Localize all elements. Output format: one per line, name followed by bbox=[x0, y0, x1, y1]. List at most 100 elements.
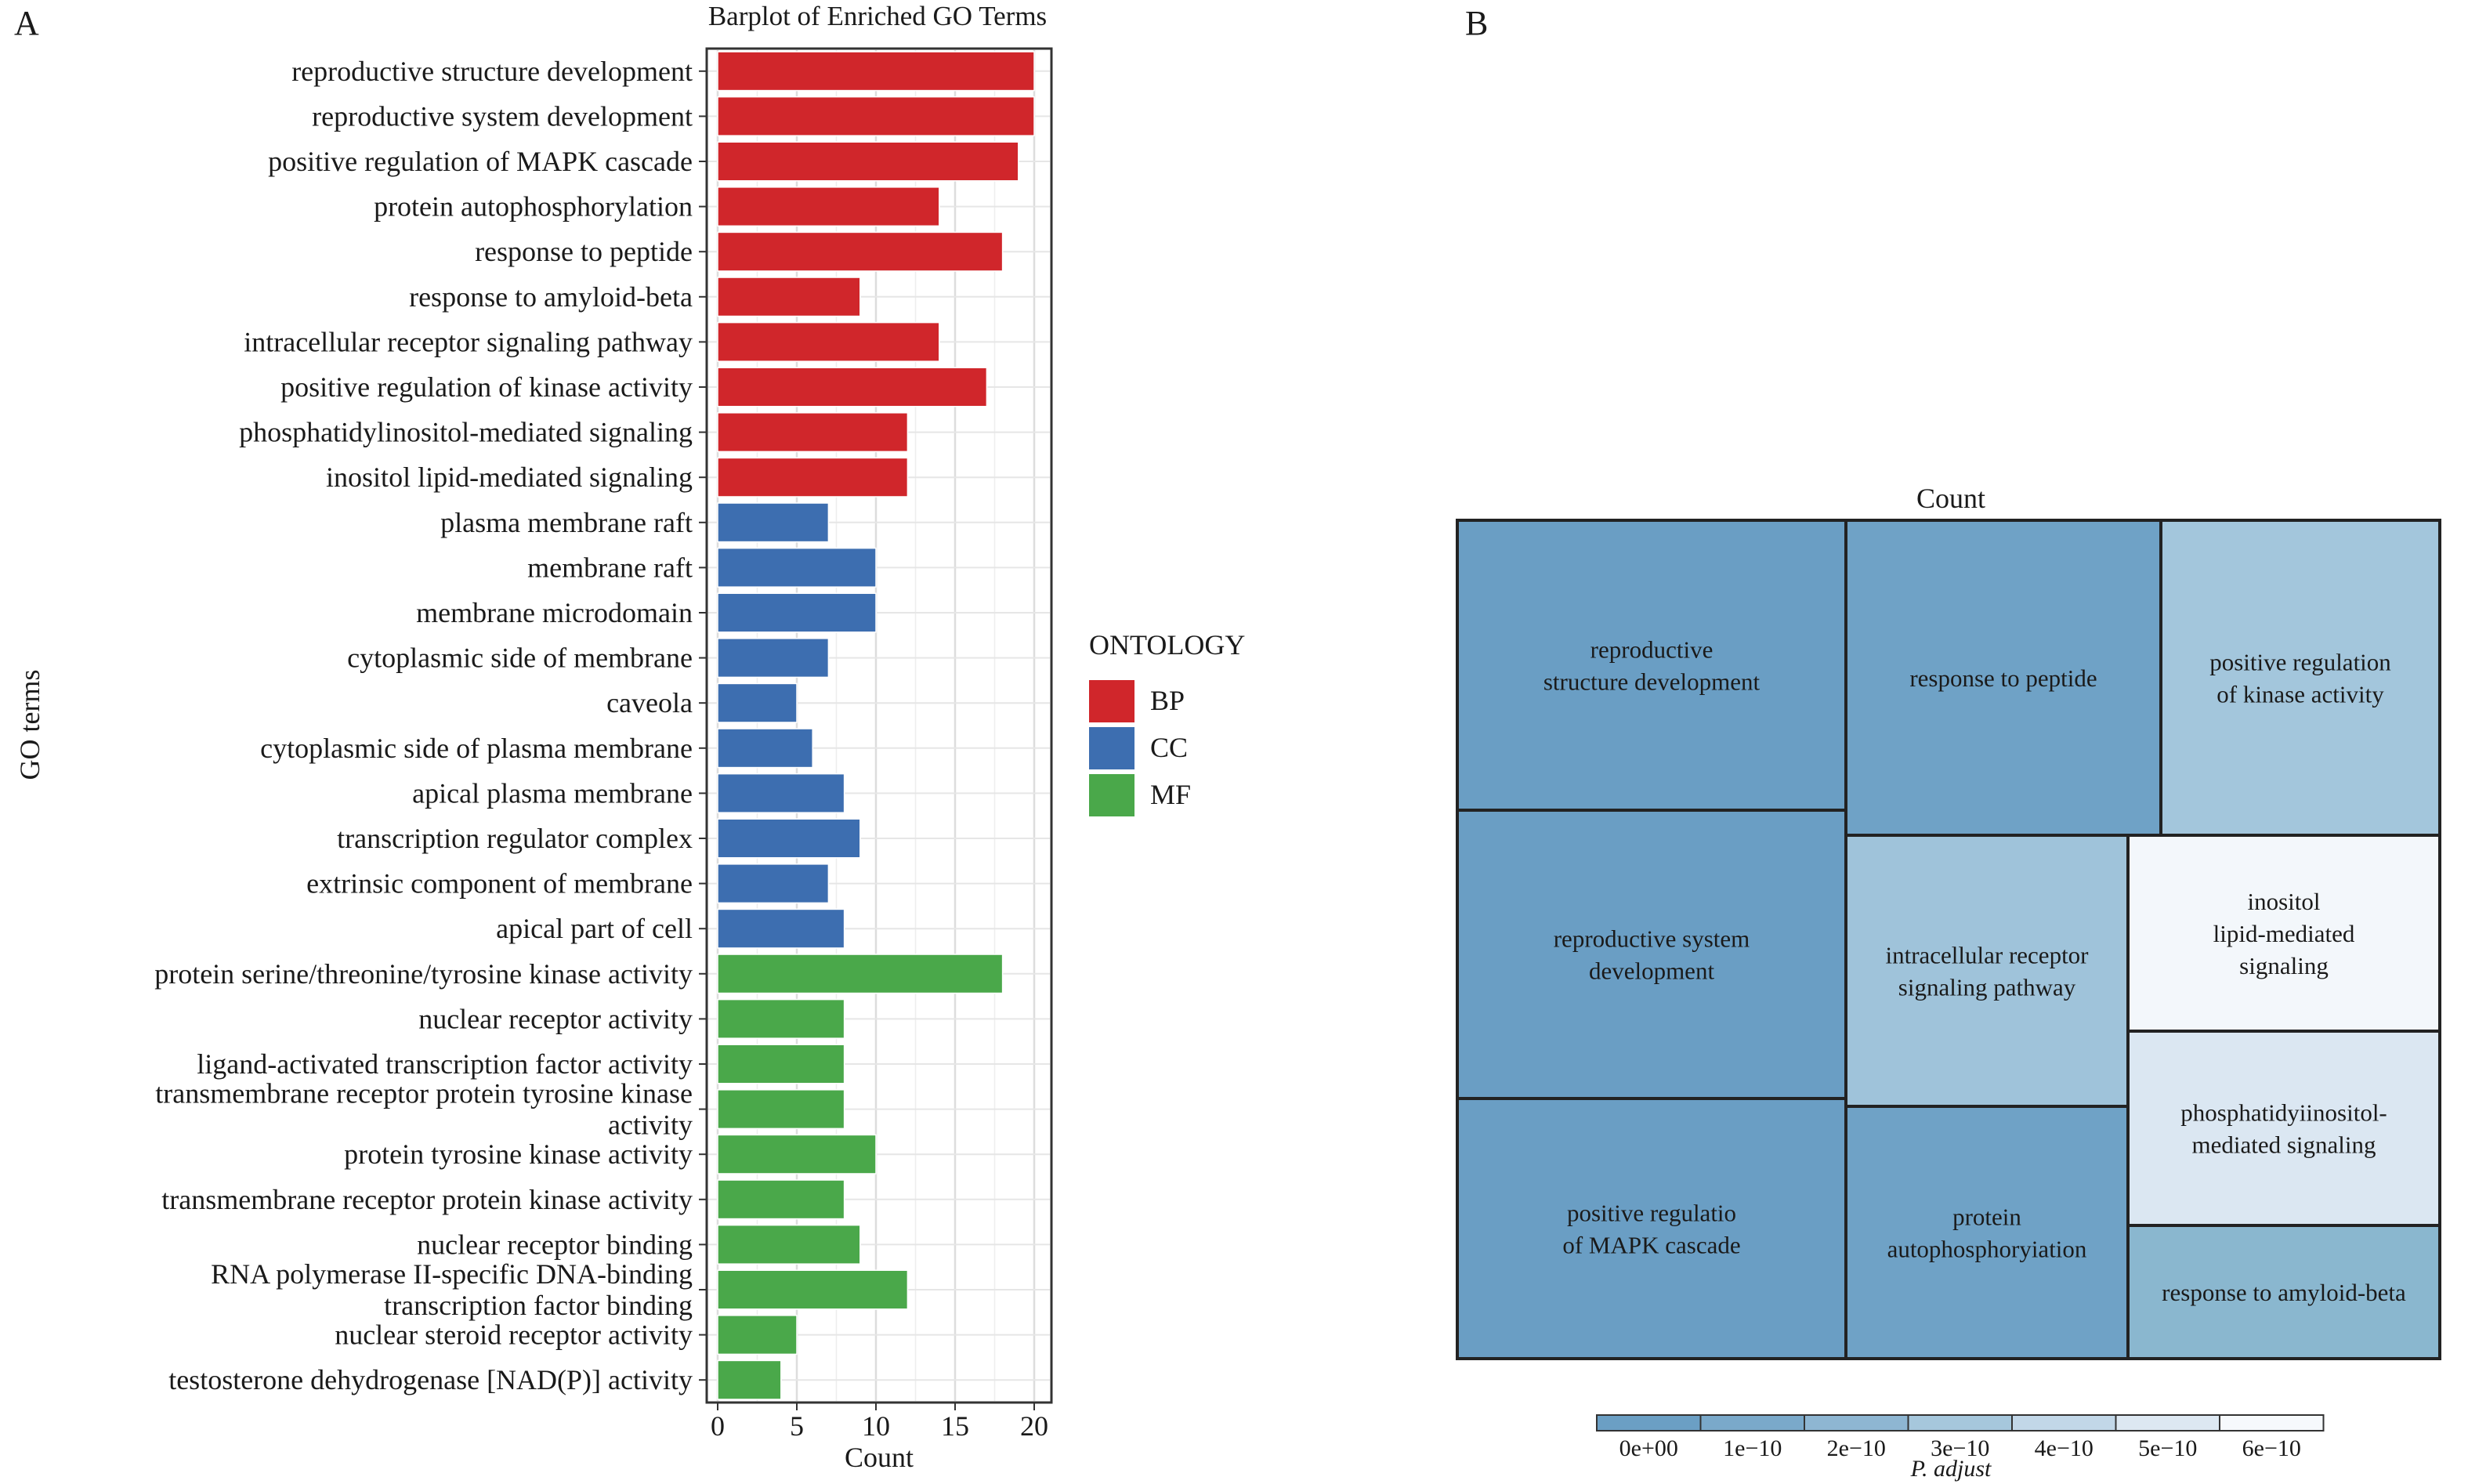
barplot-y-axis-label: GO terms bbox=[14, 670, 45, 780]
treemap-tile bbox=[1456, 519, 1847, 812]
bar bbox=[717, 141, 1019, 182]
bar bbox=[717, 1134, 877, 1175]
x-tick-label: 5 bbox=[790, 1410, 804, 1442]
treemap-title: Count bbox=[1916, 483, 1985, 514]
treemap-tile-label: reproductive system bbox=[1554, 925, 1750, 953]
category-label: apical part of cell bbox=[496, 913, 693, 944]
p-adjust-legend-label: 6e−10 bbox=[2242, 1435, 2301, 1461]
category-label: transcription factor binding bbox=[384, 1290, 693, 1321]
bar bbox=[717, 773, 845, 813]
bar bbox=[717, 367, 988, 407]
bar bbox=[717, 1179, 845, 1220]
p-adjust-legend-swatch bbox=[1596, 1414, 1702, 1432]
bar bbox=[717, 231, 1004, 272]
bar bbox=[717, 638, 830, 679]
treemap-tile-label: lipid-mediated bbox=[2213, 920, 2355, 947]
category-label: ligand-activated transcription factor ac… bbox=[197, 1048, 693, 1080]
treemap-tile-label: protein bbox=[1952, 1203, 2021, 1231]
treemap-tiles: reproductive structure development reprodu… bbox=[1456, 519, 2441, 1360]
category-label: extrinsic component of membrane bbox=[306, 868, 693, 899]
category-label: membrane raft bbox=[527, 552, 693, 583]
treemap-tile-label: reproductive bbox=[1590, 636, 1713, 664]
p-adjust-legend-swatch bbox=[2219, 1414, 2325, 1432]
treemap-tile-label: of kinase activity bbox=[2216, 681, 2384, 708]
p-adjust-legend-swatch bbox=[2011, 1414, 2117, 1432]
barplot-title: Barplot of Enriched GO Terms bbox=[708, 1, 1047, 31]
treemap-tile bbox=[2159, 519, 2441, 837]
treemap-tile-label: autophosphoryiation bbox=[1887, 1236, 2087, 1263]
category-label: nuclear receptor activity bbox=[418, 1003, 693, 1034]
treemap-tile-label: mediated signaling bbox=[2191, 1131, 2376, 1159]
p-adjust-legend-swatch bbox=[2115, 1414, 2220, 1432]
category-label: inositol lipid-mediated signaling bbox=[326, 461, 693, 493]
bar bbox=[717, 954, 1004, 994]
treemap-tile-label: of MAPK cascade bbox=[1562, 1232, 1740, 1259]
bar bbox=[717, 863, 830, 904]
p-adjust-legend-label: 3e−10 bbox=[1931, 1435, 1989, 1461]
panel-b-label: B bbox=[1465, 4, 1488, 42]
bar bbox=[717, 547, 877, 588]
bar bbox=[717, 592, 877, 633]
treemap-tile-label: positive regulatio bbox=[1567, 1200, 1736, 1227]
x-tick-label: 0 bbox=[711, 1410, 725, 1442]
category-label: RNA polymerase II-specific DNA-binding bbox=[211, 1258, 693, 1290]
p-adjust-legend-label: 0e+00 bbox=[1619, 1435, 1678, 1461]
bar bbox=[717, 1359, 782, 1400]
category-label: reproductive system development bbox=[312, 100, 693, 132]
panel-a-label: A bbox=[14, 4, 39, 42]
category-label: protein autophosphorylation bbox=[374, 191, 693, 223]
p-adjust-legend: 0e+00 1e−10 2e−10 3e−10 4e−10 5e−10 6e−10 bbox=[1596, 1414, 2325, 1461]
bar bbox=[717, 1224, 861, 1265]
x-tick-label: 20 bbox=[1020, 1410, 1048, 1442]
legend-title: ONTOLOGY bbox=[1089, 629, 1245, 661]
bar bbox=[717, 682, 798, 723]
treemap-frame bbox=[1456, 519, 2441, 1360]
legend-label-mf: MF bbox=[1150, 779, 1191, 810]
treemap-tile bbox=[1456, 809, 1847, 1100]
treemap-tile-label: inositol bbox=[2247, 888, 2320, 915]
x-tick-label: 10 bbox=[862, 1410, 890, 1442]
bar bbox=[717, 1269, 909, 1310]
bar bbox=[717, 908, 845, 949]
category-label: protein tyrosine kinase activity bbox=[344, 1138, 693, 1170]
category-label: transmembrane receptor protein tyrosine … bbox=[155, 1078, 693, 1109]
legend-swatch-bp bbox=[1089, 680, 1134, 722]
treemap-tile-label: phosphatidyiinositol- bbox=[2180, 1099, 2387, 1127]
category-label: transcription regulator complex bbox=[337, 823, 693, 854]
barplot-x-axis-label: Count bbox=[845, 1442, 914, 1473]
p-adjust-legend-label: 5e−10 bbox=[2138, 1435, 2197, 1461]
p-adjust-legend-swatch bbox=[1907, 1414, 2013, 1432]
treemap-tile-label: signaling bbox=[2239, 952, 2329, 979]
legend-swatch-mf bbox=[1089, 774, 1134, 816]
category-label: nuclear receptor binding bbox=[417, 1229, 693, 1260]
category-label: reproductive structure development bbox=[291, 56, 693, 87]
bar bbox=[717, 818, 861, 859]
x-tick-label: 15 bbox=[941, 1410, 969, 1442]
bar bbox=[717, 502, 830, 543]
bar bbox=[717, 998, 845, 1039]
bar bbox=[717, 1315, 798, 1356]
treemap-tile bbox=[1456, 1097, 1847, 1360]
treemap-tile bbox=[1844, 519, 2162, 837]
treemap-tile-label: intracellular receptor bbox=[1885, 942, 2089, 969]
legend-label-bp: BP bbox=[1150, 685, 1185, 716]
category-label: cytoplasmic side of plasma membrane bbox=[260, 733, 693, 764]
treemap-tile bbox=[2126, 1030, 2441, 1227]
category-label: transmembrane receptor protein kinase ac… bbox=[161, 1184, 693, 1215]
bar bbox=[717, 96, 1035, 136]
barplot-category-labels: reproductive structure development reprod… bbox=[154, 56, 707, 1395]
category-label: positive regulation of kinase activity bbox=[280, 371, 693, 403]
category-label: caveola bbox=[606, 687, 693, 718]
p-adjust-legend-label: 1e−10 bbox=[1723, 1435, 1782, 1461]
category-label: phosphatidylinositol-mediated signaling bbox=[239, 417, 693, 448]
category-label: cytoplasmic side of membrane bbox=[347, 642, 693, 674]
bar bbox=[717, 412, 909, 453]
treemap-tile-label: response to peptide bbox=[1909, 664, 2097, 692]
barplot: Barplot of Enriched GO Terms reproductiv… bbox=[14, 1, 1245, 1473]
bar bbox=[717, 277, 861, 317]
ontology-legend: ONTOLOGY BP CC MF bbox=[1089, 629, 1245, 816]
bar bbox=[717, 1044, 845, 1084]
bar bbox=[717, 51, 1035, 92]
